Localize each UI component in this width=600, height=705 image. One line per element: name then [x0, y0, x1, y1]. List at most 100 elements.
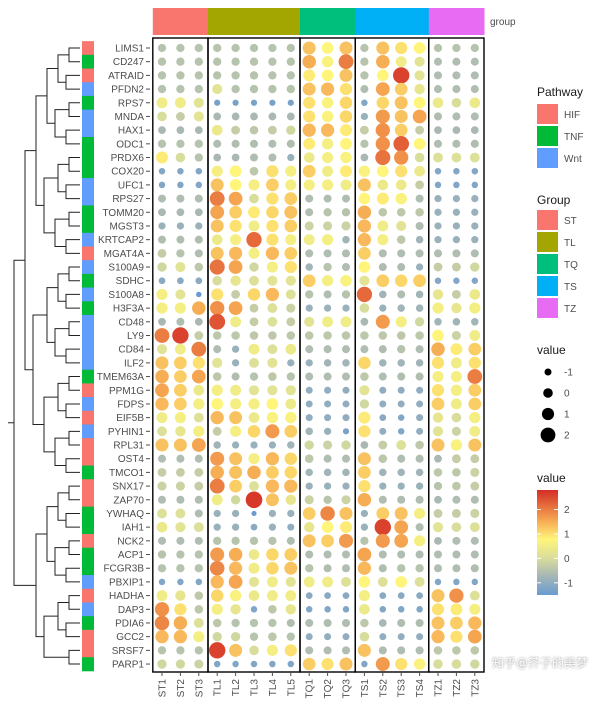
dot-ost4-st1 — [157, 454, 167, 463]
dot-ppm1g-tl3 — [248, 385, 260, 396]
pathway-cell-pyhin1 — [82, 424, 94, 439]
group-bar-label: group — [490, 17, 516, 28]
dot-pyhin1-tl3 — [247, 425, 261, 438]
dot-rps27-tq1 — [305, 194, 314, 203]
row-label: ZAP70 — [113, 495, 144, 506]
dot-cd84-tl3 — [248, 343, 260, 355]
dot-lims1-ts3 — [395, 41, 408, 55]
dot-tmco1-tl3 — [247, 465, 261, 480]
dot-snx17-tq3 — [342, 482, 350, 490]
dot-ilf2-st2 — [174, 356, 187, 370]
dot-pbxip1-st1 — [158, 578, 166, 586]
dot-prdx6-tz2 — [451, 152, 462, 163]
dot-pbxip1-st2 — [177, 578, 184, 586]
dot-mgat4a-tl4 — [265, 246, 280, 260]
dot-h3f3a-st1 — [156, 302, 168, 314]
dot-mgat4a-tl3 — [248, 247, 260, 259]
dot-h3f3a-tq1 — [305, 304, 313, 312]
dot-krtcap2-tl2 — [230, 234, 242, 246]
dot-lims1-st1 — [157, 43, 167, 53]
dot-pdia6-tq1 — [305, 618, 314, 627]
dot-pfdn2-st1 — [157, 84, 167, 94]
dot-odc1-tz1 — [433, 139, 443, 148]
dot-fdps-tq3 — [342, 400, 350, 408]
dot-iah1-tl1 — [213, 523, 221, 531]
dot-parp1-tl4 — [269, 660, 276, 668]
dot-hadha-tq2 — [324, 592, 331, 599]
pathway-cell-hadha — [82, 588, 94, 603]
dot-ilf2-tz3 — [468, 356, 481, 369]
dot-s100a9-tl3 — [249, 262, 259, 272]
dot-acp1-tl2 — [228, 547, 243, 562]
dot-parp1-st2 — [175, 659, 186, 669]
dot-tmco1-ts3 — [397, 468, 405, 477]
dot-pbxip1-tl1 — [210, 575, 224, 589]
dendrogram-branch — [65, 403, 80, 419]
dot-s100a8-tl1 — [211, 288, 224, 301]
dot-tmem63a-tl1 — [212, 372, 222, 381]
legend-size-label: -1 — [564, 368, 573, 379]
dot-rps7-st3 — [193, 97, 204, 108]
column-label: TZ1 — [434, 679, 445, 697]
dot-eif5b-ts2 — [379, 414, 387, 421]
dot-tmco1-tl1 — [210, 465, 224, 480]
pathway-cell-ost4 — [82, 451, 94, 466]
dot-cd48-tq2 — [322, 316, 334, 328]
dot-gcc2-st1 — [155, 630, 169, 644]
dot-cd84-st2 — [174, 343, 186, 355]
dot-iah1-tl5 — [287, 523, 295, 531]
dot-pfdn2-ts3 — [394, 82, 408, 96]
group-bar-cell-tl1 — [208, 8, 227, 35]
dot-ost4-tz1 — [434, 454, 442, 463]
dot-pfdn2-tl1 — [212, 84, 223, 95]
dot-rps27-st3 — [194, 194, 203, 203]
dendrogram-branch — [54, 437, 69, 467]
dot-h3f3a-ts2 — [379, 304, 387, 312]
dot-rps7-tq3 — [339, 96, 353, 109]
dendrogram-branch — [32, 314, 47, 425]
dot-acp1-st3 — [194, 550, 203, 559]
dot-acp1-tl1 — [210, 547, 225, 562]
dot-pdia6-tq2 — [323, 618, 332, 627]
dot-pfdn2-tl3 — [249, 84, 259, 94]
dot-mgst3-tq3 — [341, 221, 351, 231]
dot-cd48-ts1 — [360, 317, 369, 326]
dot-hadha-tl2 — [229, 589, 242, 602]
dot-cd48-st3 — [194, 317, 203, 326]
dot-s100a8-tz2 — [451, 290, 461, 299]
column-label: TS3 — [397, 679, 408, 698]
dot-cd48-ts4 — [414, 317, 425, 327]
dot-odc1-ts4 — [413, 137, 426, 150]
legend-color-title: value — [537, 471, 566, 485]
column-label: ST3 — [194, 679, 205, 698]
dot-ppm1g-tl1 — [211, 384, 223, 396]
dot-s100a8-st3 — [196, 291, 202, 298]
dot-lims1-tl5 — [286, 43, 295, 53]
dot-parp1-tz2 — [451, 659, 462, 669]
dendrogram-branch — [68, 266, 80, 282]
dot-fcgr3b-tz2 — [452, 564, 461, 573]
dot-mgst3-ts4 — [415, 221, 424, 230]
dot-nck2-tl3 — [249, 536, 259, 545]
dot-odc1-ts3 — [393, 136, 409, 152]
dot-prdx6-ts3 — [394, 150, 409, 165]
legend-color-label: 2 — [564, 505, 570, 516]
dot-pdia6-tl4 — [268, 618, 277, 628]
dot-cox20-ts2 — [376, 165, 389, 178]
dot-iah1-tl2 — [231, 523, 240, 531]
dot-tomm20-tq3 — [341, 208, 351, 217]
dot-atraid-tl5 — [286, 71, 295, 80]
dot-dap3-ts1 — [359, 603, 370, 615]
dot-ilf2-ts4 — [415, 359, 424, 367]
dot-rps27-tq3 — [341, 194, 351, 203]
dot-ufc1-ts1 — [357, 178, 371, 192]
dot-cd247-ts3 — [395, 56, 407, 68]
dot-srsf7-st1 — [157, 646, 167, 655]
dot-atraid-st3 — [194, 71, 203, 80]
dot-tomm20-st1 — [158, 208, 166, 217]
dot-odc1-tl5 — [286, 139, 295, 148]
dot-pbxip1-ts4 — [414, 576, 425, 587]
dot-prdx6-ts1 — [360, 153, 369, 162]
dot-dap3-tz1 — [431, 603, 445, 616]
dot-ufc1-ts4 — [415, 180, 425, 190]
